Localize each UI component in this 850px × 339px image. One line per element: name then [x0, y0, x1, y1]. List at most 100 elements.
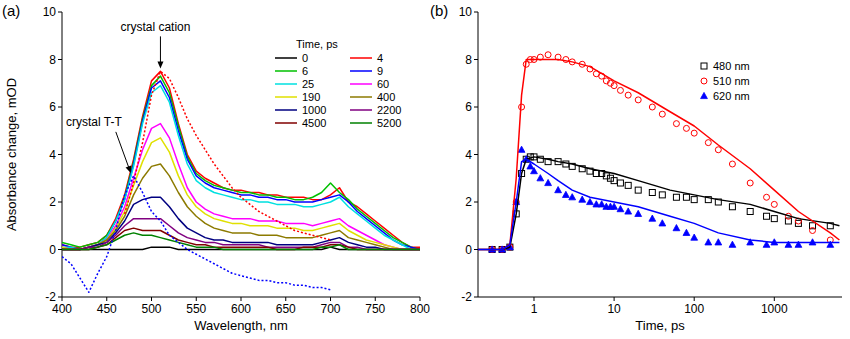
plot-area	[62, 71, 420, 292]
data-point	[771, 216, 777, 222]
x-axis	[478, 297, 842, 298]
x-tick	[694, 297, 695, 301]
data-point	[617, 206, 624, 212]
data-point	[545, 179, 552, 185]
legend-title: Time, ps	[296, 38, 338, 50]
series-line	[62, 138, 420, 250]
x-tick	[330, 297, 331, 301]
legend-swatch	[701, 78, 707, 84]
data-point	[764, 213, 770, 219]
x-tick	[774, 297, 775, 301]
y-tick-label: 4	[465, 148, 472, 162]
data-point	[579, 196, 586, 202]
data-point	[771, 201, 777, 207]
data-point	[611, 83, 617, 89]
x-tick-label: 10	[607, 302, 621, 316]
panel: 400450500550600650700750800-20246810(a)W…	[2, 2, 430, 333]
data-point	[537, 175, 544, 181]
x-tick-label: 800	[410, 302, 430, 316]
legend-swatch	[350, 70, 372, 72]
data-point	[617, 180, 623, 186]
annotation-arrow	[160, 36, 161, 63]
y-tick-label: 10	[43, 5, 57, 19]
annotation-arrow-head	[126, 165, 132, 173]
data-point	[545, 52, 551, 58]
legend-label: 190	[302, 91, 320, 103]
legend-label: 2200	[377, 104, 401, 116]
data-point	[747, 209, 753, 215]
y-axis-title: Absorbance change, mOD	[4, 78, 19, 231]
y-tick	[474, 202, 478, 203]
legend-swatch	[350, 109, 372, 111]
data-point	[659, 192, 665, 198]
data-point	[810, 228, 816, 234]
data-point	[683, 229, 690, 235]
data-point	[569, 194, 576, 200]
series-line	[62, 176, 331, 292]
legend-swatch	[275, 109, 297, 111]
data-point	[635, 210, 642, 216]
legend: Time, ps046925601904001000220045005200	[275, 38, 401, 129]
y-tick-label: 10	[459, 5, 473, 19]
data-point	[555, 187, 562, 193]
y-tick	[474, 249, 478, 250]
series-line	[478, 159, 839, 249]
data-point	[625, 92, 631, 98]
series-line	[62, 233, 420, 250]
y-tick	[58, 107, 62, 108]
y-tick-label: 2	[49, 195, 56, 209]
data-point	[691, 234, 698, 240]
data-point	[598, 201, 605, 207]
data-point	[764, 194, 770, 200]
legend-label: 60	[377, 78, 389, 90]
x-tick	[420, 297, 421, 301]
x-tick-label: 600	[231, 302, 251, 316]
x-tick-label: 450	[97, 302, 117, 316]
x-tick-label: 1	[531, 302, 538, 316]
x-tick-label: 550	[186, 302, 206, 316]
data-point	[705, 140, 711, 146]
legend-swatch	[350, 83, 372, 85]
x-tick-label: 100	[684, 302, 704, 316]
y-tick	[474, 107, 478, 108]
data-point	[747, 180, 753, 186]
data-point	[673, 225, 680, 231]
x-tick-label: 500	[141, 302, 161, 316]
data-point	[531, 168, 538, 174]
data-point	[562, 191, 569, 197]
series-line	[62, 81, 420, 250]
x-tick	[533, 297, 534, 301]
data-point	[625, 208, 632, 214]
x-tick	[106, 297, 107, 301]
data-point	[611, 178, 617, 184]
y-tick-label: 2	[465, 195, 472, 209]
annotation-arrow-head	[157, 61, 163, 68]
data-point	[729, 161, 735, 167]
y-tick	[58, 154, 62, 155]
legend-swatch	[350, 122, 372, 124]
y-tick-label: 8	[465, 53, 472, 67]
data-point	[673, 194, 679, 200]
legend-swatch	[701, 63, 707, 69]
data-point	[587, 198, 594, 204]
annotation: crystal T-T	[66, 115, 122, 129]
legend-label: 480 nm	[713, 60, 750, 72]
x-tick-label: 750	[365, 302, 385, 316]
x-tick	[151, 297, 152, 301]
panel: 1101001000-20246810(b)Time, ps480 nm510 …	[430, 2, 842, 333]
y-tick	[58, 59, 62, 60]
data-point	[715, 147, 721, 153]
x-tick	[196, 297, 197, 301]
data-point	[649, 215, 656, 221]
data-point	[691, 197, 697, 203]
annotation: crystal cation	[120, 20, 190, 34]
legend: 480 nm510 nm620 nm	[701, 60, 750, 102]
y-tick-label: 0	[465, 243, 472, 257]
data-point	[659, 220, 666, 226]
x-axis-title: Wavelength, nm	[194, 318, 287, 333]
legend-label: 510 nm	[713, 75, 750, 87]
x-tick	[375, 297, 376, 301]
data-point	[673, 121, 679, 127]
legend-label: 400	[377, 91, 395, 103]
data-point	[683, 194, 689, 200]
